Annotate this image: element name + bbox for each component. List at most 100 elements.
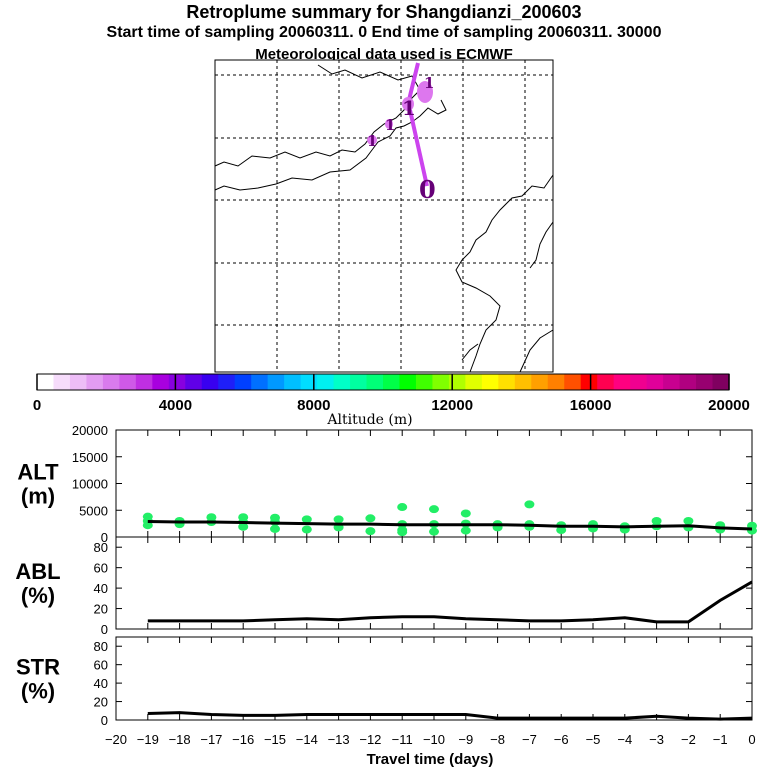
x-tick-label: −5 <box>586 732 601 747</box>
colorbar-swatch <box>432 374 450 390</box>
altitude-point <box>429 527 439 536</box>
colorbar-swatch <box>646 374 664 390</box>
colorbar-swatch <box>53 374 71 390</box>
colorbar-swatch <box>531 374 549 390</box>
colorbar-tick-label: 12000 <box>431 397 473 414</box>
y-tick-label: 0 <box>101 530 108 545</box>
map-gridlines <box>215 60 553 372</box>
y-tick-label: 80 <box>94 639 108 654</box>
colorbar-swatch <box>185 374 203 390</box>
altitude-point <box>365 514 376 523</box>
plume-blob <box>402 97 414 111</box>
mean-altitude-line <box>147 519 753 531</box>
colorbar-swatch <box>218 374 236 390</box>
x-tick-label: −20 <box>105 732 127 747</box>
plume-map: 1 1 1 1 0 <box>214 59 554 373</box>
x-tick-label: −8 <box>490 732 505 747</box>
plume-day-label: 1 <box>385 116 395 134</box>
panel-label: STR <box>16 655 60 680</box>
panel-label: ABL <box>15 559 60 584</box>
colorbar-swatch <box>613 374 631 390</box>
panel-label: ALT <box>17 460 59 485</box>
colorbar-swatch <box>580 374 598 390</box>
colorbar-tick-label: 0 <box>33 397 41 414</box>
x-tick-label: −10 <box>423 732 445 747</box>
colorbar-swatch <box>234 374 252 390</box>
colorbar-swatch <box>465 374 483 390</box>
colorbar-swatch <box>284 374 302 390</box>
altitude-point <box>429 505 439 514</box>
x-tick-label: −1 <box>713 732 728 747</box>
colorbar-swatch <box>119 374 137 390</box>
x-tick-label: −4 <box>617 732 632 747</box>
colorbar-swatch <box>514 374 532 390</box>
colorbar-swatch <box>201 374 219 390</box>
sampling-time-subtitle: Start time of sampling 20060311. 0 End t… <box>106 24 662 41</box>
plume-track <box>367 62 433 187</box>
series-line <box>147 580 753 624</box>
plume-day-label: 1 <box>424 74 434 92</box>
altitude-point <box>397 503 408 512</box>
altitude-colorbar: 0 4000 8000 12000 16000 20000 <box>33 373 750 414</box>
plume-day-label: 0 <box>419 175 436 204</box>
x-tick-label: 0 <box>748 732 755 747</box>
plume-blob <box>385 119 393 129</box>
colorbar-swatch <box>448 374 466 390</box>
colorbar-tick-label: 4000 <box>159 397 192 414</box>
panel-alt: 0 5000 10000 15000 20000 ALT(m) <box>17 423 757 545</box>
altitude-point <box>365 527 376 536</box>
altitude-point <box>238 522 249 531</box>
colorbar-swatch <box>86 374 104 390</box>
colorbar-swatch <box>37 374 55 390</box>
plume-track-south <box>408 109 429 187</box>
altitude-point <box>556 526 567 535</box>
plume-blob <box>417 81 433 103</box>
altitude-point <box>142 521 153 530</box>
time-series-panels: 05000100001500020000ALT(m)020406080ABL(%… <box>15 423 757 768</box>
meteorological-data-note: Meteorological data used is ECMWF <box>255 46 513 63</box>
plume-day-label: 1 <box>367 132 377 150</box>
y-tick-label: 10000 <box>72 477 108 492</box>
x-tick-label: −16 <box>232 732 254 747</box>
x-tick-label: −7 <box>522 732 537 747</box>
x-tick-label: −6 <box>554 732 569 747</box>
colorbar-swatch <box>251 374 269 390</box>
colorbar-swatch <box>366 374 384 390</box>
colorbar-swatch <box>300 374 318 390</box>
colorbar-swatch <box>679 374 697 390</box>
altitude-point <box>270 524 280 533</box>
y-tick-label: 20 <box>94 695 108 710</box>
colorbar-swatch <box>712 374 730 390</box>
panel-unit: (%) <box>21 583 55 608</box>
colorbar-swatch <box>333 374 351 390</box>
plume-day-labels: 1 1 1 1 0 <box>367 74 436 204</box>
colorbar-swatch <box>135 374 153 390</box>
colorbar-swatch <box>564 374 582 390</box>
x-tick-label: −12 <box>359 732 381 747</box>
colorbar-swatch <box>415 374 434 390</box>
colorbar-swatch <box>383 374 401 390</box>
colorbar-tick-label: 20000 <box>708 397 750 414</box>
colorbar-swatch <box>168 374 186 390</box>
y-tick-label: 5000 <box>79 503 108 518</box>
colorbar-swatch <box>317 374 335 390</box>
altitude-point <box>683 516 694 525</box>
altitude-point <box>301 515 312 524</box>
x-tick-label: −11 <box>392 732 413 747</box>
colorbar-tick-label: 16000 <box>570 397 612 414</box>
plume-track-north <box>407 62 420 101</box>
y-tick-label: 80 <box>94 540 108 555</box>
colorbar-swatch <box>152 374 170 390</box>
chart-title: Retroplume summary for Shangdianzi_20060… <box>186 2 582 22</box>
altitude-point <box>460 526 471 535</box>
x-tick-label: −2 <box>681 732 696 747</box>
x-tick-label: −18 <box>169 732 191 747</box>
altitude-point <box>333 515 344 524</box>
x-tick-label: −15 <box>264 732 286 747</box>
x-axis-label: Travel time (days) <box>367 751 494 768</box>
plume-blob <box>367 135 377 145</box>
x-tick-label: −19 <box>137 732 159 747</box>
altitude-point <box>397 528 408 537</box>
y-tick-label: 0 <box>101 622 108 637</box>
